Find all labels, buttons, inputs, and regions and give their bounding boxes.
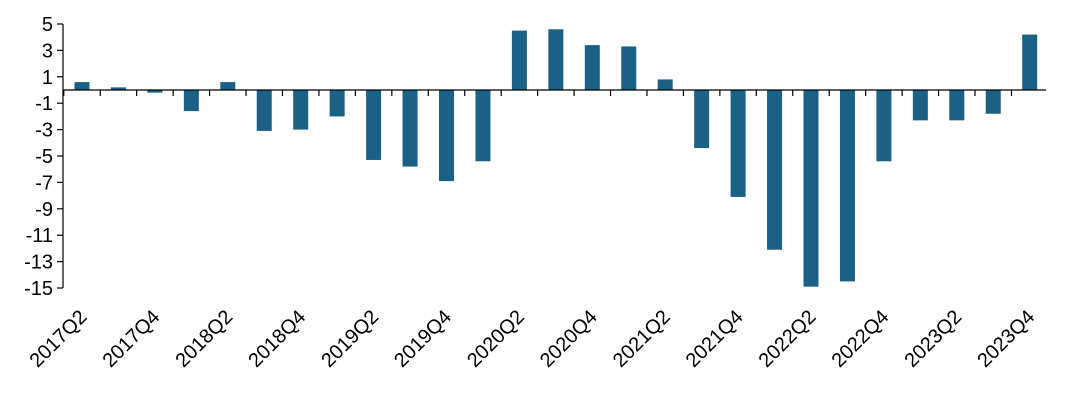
bar <box>110 87 126 90</box>
y-tick-label: 5 <box>42 14 53 36</box>
bar <box>985 90 1001 114</box>
y-tick-label: 1 <box>42 67 53 89</box>
x-tick-label: 2023Q4 <box>973 306 1039 372</box>
bar <box>803 90 819 287</box>
x-tick-label: 2023Q2 <box>900 306 966 372</box>
bar <box>694 90 710 149</box>
x-tick-label: 2022Q4 <box>828 306 894 372</box>
x-tick-label: 2018Q2 <box>171 306 237 372</box>
bar <box>548 29 564 91</box>
bar <box>439 90 454 182</box>
bar <box>366 90 382 160</box>
x-tick-label: 2020Q2 <box>463 306 529 372</box>
bar <box>147 90 163 93</box>
bar <box>183 90 199 112</box>
y-tick-label: -1 <box>35 93 53 115</box>
bar <box>949 90 965 121</box>
bar <box>912 90 928 121</box>
bar <box>329 90 345 117</box>
bar <box>1022 34 1038 90</box>
y-tick-label: -3 <box>35 120 53 142</box>
x-tick-label: 2017Q2 <box>26 306 92 372</box>
bar <box>730 90 746 197</box>
y-tick-label: -15 <box>24 278 53 300</box>
bar <box>839 90 855 282</box>
x-tick-label: 2019Q2 <box>317 306 383 372</box>
bar <box>511 30 527 91</box>
plot-area: 5 3 1 -1 -3 -5 -7 -9 -11 -13 -15 2017Q2 2017Q4 2018Q2… <box>24 14 1046 372</box>
y-tick-label: -9 <box>35 199 53 221</box>
x-tick-label: 2021Q4 <box>682 306 748 372</box>
x-tick-label: 2021Q2 <box>609 306 675 372</box>
y-tick-label: 3 <box>42 40 53 62</box>
y-tick-label: -11 <box>26 225 53 247</box>
x-tick-label: 2018Q4 <box>244 306 310 372</box>
y-tick-label: -5 <box>35 146 53 168</box>
x-tick-label: 2020Q4 <box>536 306 602 372</box>
bar <box>657 79 673 90</box>
bar <box>767 90 783 250</box>
bar <box>475 90 491 162</box>
bar <box>402 90 418 167</box>
bar <box>876 90 892 162</box>
bar <box>621 46 637 90</box>
y-tick-label: -7 <box>35 172 53 194</box>
bar <box>74 82 90 90</box>
bar <box>256 90 272 131</box>
bar <box>584 45 600 90</box>
bar <box>220 82 236 90</box>
y-tick-label: -13 <box>24 252 53 274</box>
bar <box>293 90 309 130</box>
x-tick-label: 2022Q2 <box>755 306 821 372</box>
x-tick-label: 2017Q4 <box>99 306 165 372</box>
x-tick-label: 2019Q4 <box>390 306 456 372</box>
